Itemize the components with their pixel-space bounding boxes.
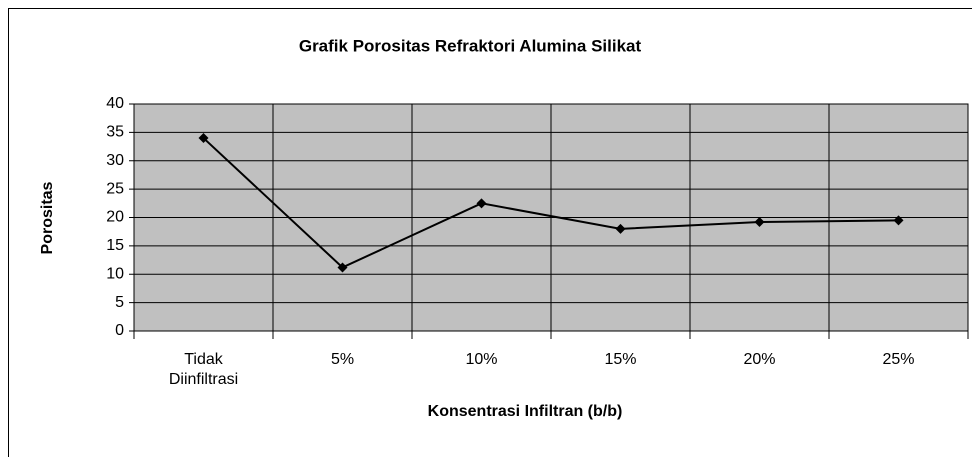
x-tick-label: 10% xyxy=(465,351,498,368)
data-point xyxy=(337,262,348,273)
x-tick-label: 25% xyxy=(882,351,915,368)
y-tick-label: 25 xyxy=(106,180,124,197)
series-line xyxy=(202,137,899,269)
y-tick-label: 35 xyxy=(106,124,124,141)
y-tick-label: 40 xyxy=(106,95,124,112)
data-point xyxy=(893,215,904,226)
x-tick-label: 15% xyxy=(604,351,637,368)
data-point xyxy=(476,198,487,209)
y-tick-label: 15 xyxy=(106,237,124,254)
y-tick-label: 30 xyxy=(106,152,124,169)
y-tick-label: 0 xyxy=(115,322,124,339)
data-point xyxy=(198,133,209,144)
data-point xyxy=(754,217,765,228)
x-tick-label: 20% xyxy=(743,351,776,368)
y-tick-label: 20 xyxy=(106,209,124,226)
data-point xyxy=(615,223,626,234)
y-tick-label: 10 xyxy=(106,265,124,282)
x-tick-label: Tidak Diinfiltrasi xyxy=(168,351,239,388)
chart-title: Grafik Porositas Refraktori Alumina Sili… xyxy=(299,36,642,55)
y-axis-title: Porositas xyxy=(39,181,56,254)
x-axis-title: Konsentrasi Infiltran (b/b) xyxy=(428,403,623,420)
y-tick-label: 5 xyxy=(115,294,124,311)
x-tick-label: 5% xyxy=(330,351,355,368)
